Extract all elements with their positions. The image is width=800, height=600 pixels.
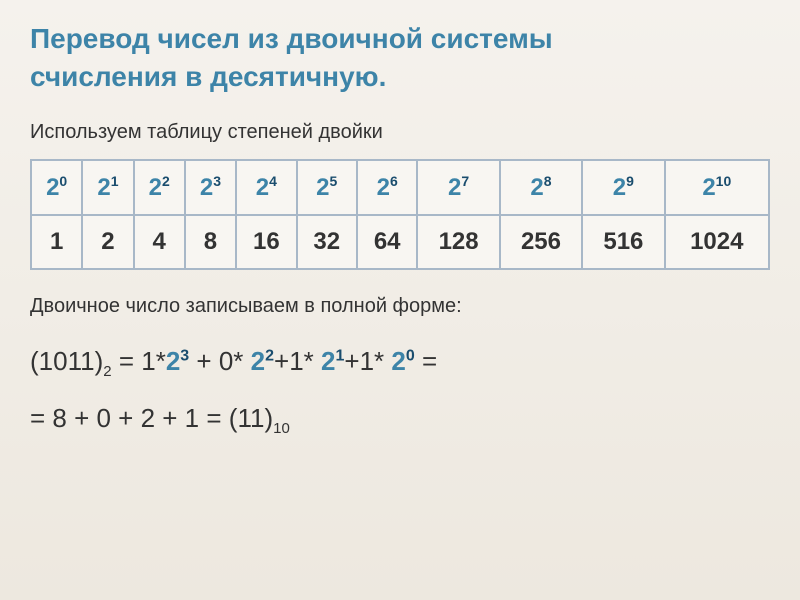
title-line-2: счисления в десятичную. xyxy=(30,61,386,92)
value-cell: 1024 xyxy=(665,215,769,269)
value-cell: 256 xyxy=(500,215,582,269)
table-value-row: 1 2 4 8 16 32 64 128 256 516 1024 xyxy=(31,215,769,269)
value-cell: 516 xyxy=(582,215,664,269)
power-cell: 22 xyxy=(134,160,185,215)
power-cell: 25 xyxy=(297,160,357,215)
value-cell: 128 xyxy=(417,215,499,269)
value-cell: 64 xyxy=(357,215,417,269)
value-cell: 32 xyxy=(297,215,357,269)
equation-line-2: = 8 + 0 + 2 + 1 = (11)10 xyxy=(30,400,770,439)
body-text: Двоичное число записываем в полной форме… xyxy=(30,295,770,318)
equation-line-1: (1011)2 = 1*23 + 0* 22+1* 21+1* 20 = xyxy=(30,343,770,382)
subtitle-text: Используем таблицу степеней двойки xyxy=(30,121,770,144)
power-cell: 26 xyxy=(357,160,417,215)
power-cell: 27 xyxy=(417,160,499,215)
slide-title: Перевод чисел из двоичной системы счисле… xyxy=(30,20,770,96)
power-cell: 21 xyxy=(82,160,133,215)
value-cell: 1 xyxy=(31,215,82,269)
table-header-row: 20 21 22 23 24 25 26 27 28 29 210 xyxy=(31,160,769,215)
power-cell: 20 xyxy=(31,160,82,215)
value-cell: 16 xyxy=(236,215,296,269)
value-cell: 4 xyxy=(134,215,185,269)
power-cell: 29 xyxy=(582,160,664,215)
powers-table: 20 21 22 23 24 25 26 27 28 29 210 1 2 4 … xyxy=(30,159,770,270)
value-cell: 8 xyxy=(185,215,236,269)
power-cell: 23 xyxy=(185,160,236,215)
title-line-1: Перевод чисел из двоичной системы xyxy=(30,23,553,54)
power-cell: 210 xyxy=(665,160,769,215)
power-cell: 24 xyxy=(236,160,296,215)
value-cell: 2 xyxy=(82,215,133,269)
power-cell: 28 xyxy=(500,160,582,215)
